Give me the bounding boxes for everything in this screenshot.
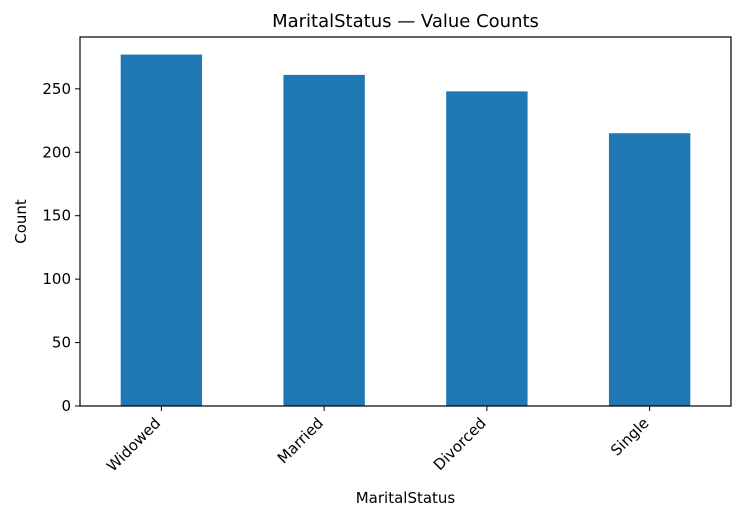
y-tick-label: 250: [42, 80, 71, 98]
bar-divorced: [446, 91, 528, 406]
bar-single: [608, 133, 691, 406]
y-tick-label: 150: [42, 207, 71, 225]
y-tick-label: 0: [61, 397, 71, 415]
y-axis: 0 50 100 150 200 250: [42, 80, 80, 415]
bar-widowed: [120, 54, 203, 406]
chart-title: MaritalStatus — Value Counts: [272, 11, 539, 32]
y-axis-label: Count: [12, 199, 30, 244]
bars-layer: [120, 54, 691, 407]
y-tick-label: 50: [52, 334, 71, 352]
bar-married: [283, 74, 365, 407]
y-tick-label: 100: [42, 270, 71, 288]
y-tick-label: 200: [42, 143, 71, 161]
plot-frame: [79, 36, 732, 407]
x-axis-label: MaritalStatus: [356, 489, 456, 507]
